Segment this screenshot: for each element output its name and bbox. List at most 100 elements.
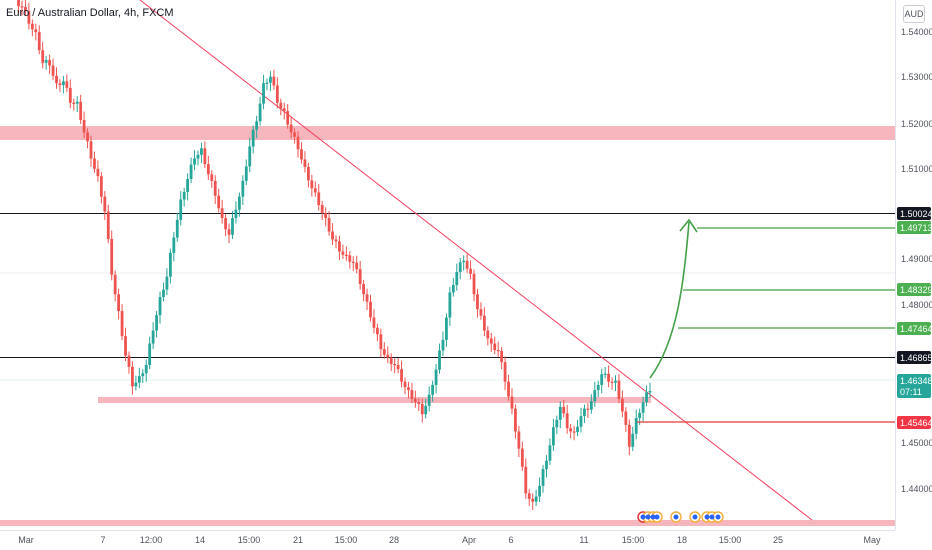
candle-body [469,268,472,274]
candle-body [541,469,545,486]
candle-body [206,164,210,175]
candle-body [103,196,107,212]
candle-body [324,212,328,219]
candle-body [30,23,34,30]
candle-body [272,76,276,86]
time-tick: 7 [100,535,105,545]
candle-body [489,338,493,344]
candle-body [265,82,269,84]
time-tick: May [863,535,881,545]
price-axis[interactable]: 1.54000 1.53000 1.52000 1.51000 1.49000 … [895,0,932,530]
candle-body [55,75,58,84]
candle-body [638,412,642,418]
candle-body [362,284,366,295]
candle-body [493,343,497,351]
time-tick: 18 [677,535,687,545]
candle-body [465,260,469,269]
candle-body [189,164,193,179]
candle-body [386,354,390,358]
projection-arrowhead [679,218,698,233]
candle-body [351,261,355,263]
symbol-title[interactable]: Euro / Australian Dollar, 4h, FXCM [6,7,174,19]
time-tick: 25 [773,535,783,545]
event-icons[interactable] [637,511,724,523]
price-tick: 1.49000 [901,254,932,264]
candle-body [534,496,538,502]
candle-body [99,176,103,197]
time-tick: 28 [389,535,399,545]
candle-body [627,424,631,447]
candle-body [389,357,393,365]
time-tick: 15:00 [335,535,358,545]
price-tick: 1.48000 [901,300,932,310]
candle-body [365,294,369,302]
candle-body [158,297,162,316]
candle-body [641,402,645,413]
time-tick: 21 [293,535,303,545]
candle-body [203,148,207,165]
candle-body [486,330,490,339]
svg-text:1.45464: 1.45464 [900,418,932,428]
candle-body [396,364,400,370]
candle-body [286,111,290,125]
candle-body [455,271,459,285]
candle-body [344,254,348,256]
candle-body [624,411,628,425]
candle-body [620,398,624,412]
candle-body [113,274,117,295]
candle-body [438,350,441,370]
time-axis[interactable]: Mar 7 12:00 14 15:00 21 15:00 28 Apr 6 1… [0,530,895,546]
candle-body [441,339,445,351]
candle-body [334,239,338,242]
candle-body [17,0,20,7]
candle-body [155,315,158,331]
svg-text:1.50024: 1.50024 [900,209,932,219]
candle-body [576,426,579,432]
candle-body [200,148,203,155]
time-tick: Apr [462,535,476,545]
price-tick: 1.51000 [901,164,932,174]
candle-body [517,431,521,449]
candle-body [382,349,386,355]
candle-body [217,195,221,209]
candle-body [96,168,100,177]
candle-body [524,466,528,494]
price-tick: 1.44000 [901,484,932,494]
candle-body [300,149,303,160]
candle-body [589,401,593,410]
candle-body [34,29,38,33]
candle-body [403,381,407,388]
time-tick: 15:00 [622,535,645,545]
candle-body [248,146,252,167]
candle-body [617,380,621,399]
candle-body [445,317,448,340]
candle-body [220,208,224,219]
candle-body [531,498,535,502]
candle-body [262,83,265,104]
candle-body [338,241,341,252]
candle-body [607,373,610,382]
time-tick: 11 [579,535,588,545]
candle-body [106,211,110,239]
candle-body [227,229,231,235]
candle-body [341,251,345,255]
candle-body [372,317,376,328]
currency-badge[interactable]: AUD [903,5,925,23]
candle-body [289,124,293,133]
plot-area[interactable] [0,0,895,526]
candle-body [434,369,438,385]
candle-body [331,231,334,240]
candle-body [514,408,517,432]
entry-level-label: 1.46865 [897,351,932,364]
candle-body [355,262,359,270]
candle-body [310,180,314,189]
price-tick: 1.53000 [901,72,932,82]
candle-body [548,445,552,461]
candle-body [148,343,152,365]
candle-body [241,180,245,197]
candle-body [420,404,424,415]
candle-body [124,336,127,356]
candle-body [503,362,507,382]
candle-body [562,406,566,414]
